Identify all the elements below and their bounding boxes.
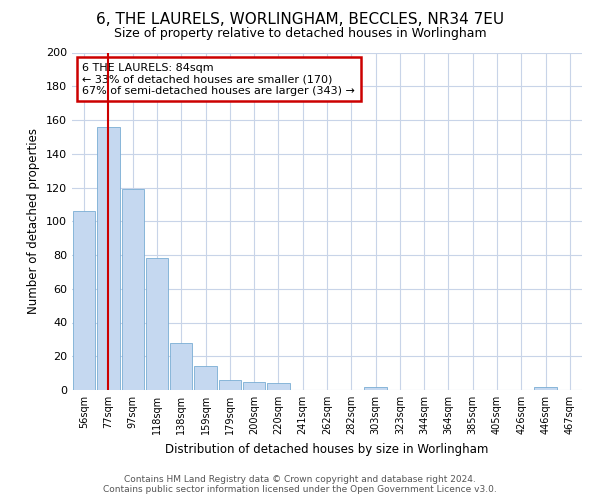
- Bar: [146, 258, 168, 390]
- Bar: [364, 386, 387, 390]
- Text: 6 THE LAURELS: 84sqm
← 33% of detached houses are smaller (170)
67% of semi-deta: 6 THE LAURELS: 84sqm ← 33% of detached h…: [82, 62, 355, 96]
- Bar: [194, 366, 217, 390]
- Text: 6, THE LAURELS, WORLINGHAM, BECCLES, NR34 7EU: 6, THE LAURELS, WORLINGHAM, BECCLES, NR3…: [96, 12, 504, 28]
- Bar: [218, 380, 241, 390]
- Bar: [243, 382, 265, 390]
- Bar: [535, 386, 557, 390]
- Bar: [122, 189, 144, 390]
- Bar: [170, 343, 193, 390]
- Y-axis label: Number of detached properties: Number of detached properties: [28, 128, 40, 314]
- Bar: [97, 126, 119, 390]
- X-axis label: Distribution of detached houses by size in Worlingham: Distribution of detached houses by size …: [166, 442, 488, 456]
- Text: Contains HM Land Registry data © Crown copyright and database right 2024.
Contai: Contains HM Land Registry data © Crown c…: [103, 474, 497, 494]
- Bar: [73, 211, 95, 390]
- Bar: [267, 383, 290, 390]
- Text: Size of property relative to detached houses in Worlingham: Size of property relative to detached ho…: [113, 28, 487, 40]
